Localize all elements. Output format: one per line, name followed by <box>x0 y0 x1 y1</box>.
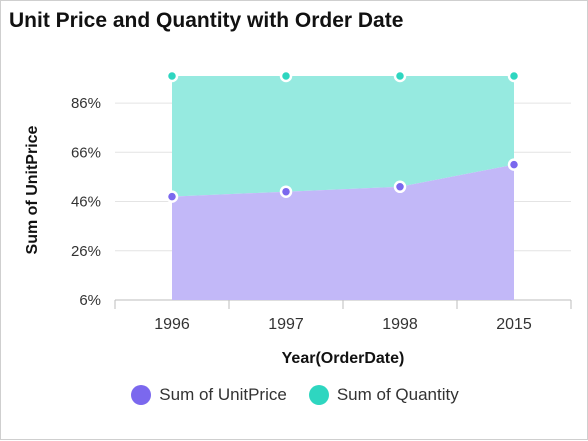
y-axis-title: Sum of UnitPrice <box>24 125 41 254</box>
point-quantity-1997 <box>279 69 293 83</box>
y-tick-label-2: 46% <box>71 194 101 211</box>
chart-title: Unit Price and Quantity with Order Date <box>9 9 404 32</box>
area-sum-of-unitprice <box>172 164 514 300</box>
y-tick-label-0: 6% <box>79 292 101 309</box>
point-unitprice-2015 <box>507 158 521 171</box>
legend-swatch-quantity <box>308 385 329 405</box>
point-quantity-2015 <box>507 69 521 83</box>
x-axis-title: Year(OrderDate) <box>282 350 405 367</box>
y-tick-label-3: 66% <box>71 144 101 161</box>
point-quantity-1996 <box>165 69 179 83</box>
legend-swatch-unitprice <box>131 385 152 405</box>
point-unitprice-1996 <box>165 190 179 203</box>
legend-item-unitprice[interactable]: Sum of UnitPrice <box>131 385 287 405</box>
legend: Sum of UnitPrice Sum of Quantity <box>1 385 588 405</box>
point-quantity-1998 <box>393 69 407 83</box>
x-tick-label-2: 1998 <box>382 316 418 333</box>
legend-item-quantity[interactable]: Sum of Quantity <box>308 385 459 405</box>
y-tick-label-4: 86% <box>71 95 101 112</box>
point-unitprice-1998 <box>393 180 407 194</box>
legend-label-unitprice: Sum of UnitPrice <box>159 385 287 404</box>
area-sum-of-quantity <box>172 76 514 197</box>
y-tick-label-1: 26% <box>71 243 101 260</box>
legend-label-quantity: Sum of Quantity <box>336 385 459 404</box>
point-unitprice-1997 <box>279 185 293 198</box>
x-tick-label-1: 1997 <box>268 316 304 333</box>
x-tick-label-0: 1996 <box>154 316 190 333</box>
x-tick-label-3: 2015 <box>496 316 532 333</box>
